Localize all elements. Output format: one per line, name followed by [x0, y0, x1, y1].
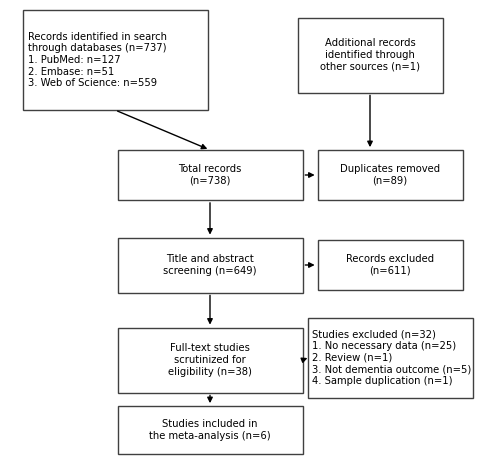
- FancyBboxPatch shape: [318, 150, 462, 200]
- FancyBboxPatch shape: [22, 10, 208, 110]
- Text: Title and abstract
screening (n=649): Title and abstract screening (n=649): [163, 254, 257, 276]
- FancyBboxPatch shape: [318, 240, 462, 290]
- Text: Studies included in
the meta-analysis (n=6): Studies included in the meta-analysis (n…: [149, 419, 271, 441]
- FancyBboxPatch shape: [118, 406, 302, 454]
- Text: Total records
(n=738): Total records (n=738): [178, 164, 242, 186]
- Text: Additional records
identified through
other sources (n=1): Additional records identified through ot…: [320, 38, 420, 71]
- FancyBboxPatch shape: [118, 327, 302, 393]
- FancyBboxPatch shape: [298, 17, 442, 93]
- Text: Studies excluded (n=32)
1. No necessary data (n=25)
2. Review (n=1)
3. Not demen: Studies excluded (n=32) 1. No necessary …: [312, 330, 472, 386]
- Text: Full-text studies
scrutinized for
eligibility (n=38): Full-text studies scrutinized for eligib…: [168, 344, 252, 376]
- FancyBboxPatch shape: [118, 150, 302, 200]
- Text: Duplicates removed
(n=89): Duplicates removed (n=89): [340, 164, 440, 186]
- Text: Records excluded
(n=611): Records excluded (n=611): [346, 254, 434, 276]
- FancyBboxPatch shape: [308, 318, 472, 398]
- FancyBboxPatch shape: [118, 238, 302, 293]
- Text: Records identified in search
through databases (n=737)
1. PubMed: n=127
2. Embas: Records identified in search through dat…: [28, 32, 166, 88]
